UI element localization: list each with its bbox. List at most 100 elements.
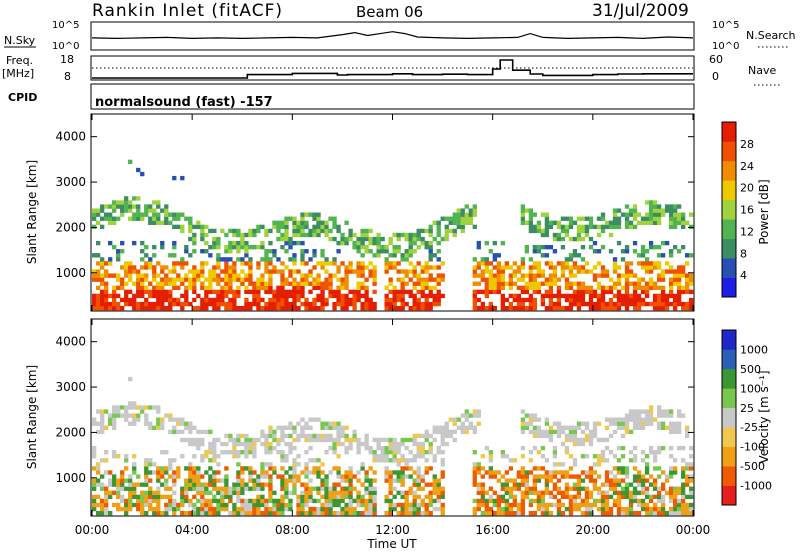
power-cell [436,257,441,262]
velocity-cell [356,441,361,447]
power-cell [440,216,445,221]
power-cell [656,305,662,311]
power-cell [336,289,341,295]
power-cell [436,232,441,238]
velocity-cell [304,490,309,495]
power-cell [160,269,165,274]
velocity-cell [416,506,421,512]
velocity-cell [536,490,542,495]
power-cell [592,289,598,295]
velocity-cell [668,474,674,479]
velocity-cell [600,510,606,516]
velocity-cell [492,470,497,475]
velocity-cell [288,502,293,508]
power-cell [184,289,189,295]
power-cell [532,297,538,303]
power-cell [216,236,221,242]
velocity-cell [352,474,357,479]
power-cell [280,289,285,295]
velocity-cell [128,478,133,483]
velocity-cell [608,450,614,455]
power-cell [284,301,289,307]
power-cell [588,224,594,230]
power-cell [644,301,650,307]
velocity-cell [540,429,546,435]
velocity-cell [416,510,421,516]
velocity-cell [504,490,509,495]
velocity-cell [264,441,269,447]
power-cell [392,293,397,299]
colorbar-swatch [722,407,736,428]
nave-tick-top: 60 [709,53,723,66]
velocity-cell [364,437,369,443]
power-cell [188,224,193,230]
power-cell [188,301,193,307]
velocity-cell [192,494,197,500]
power-cell [520,261,526,266]
velocity-cell [368,482,373,487]
power-cell [408,261,413,266]
velocity-cell [680,482,686,487]
power-cell [112,305,117,311]
power-cell [168,293,173,299]
power-cell [152,273,157,278]
power-cell [688,305,694,311]
velocity-cell [320,421,325,426]
power-cell [188,269,193,274]
power-cell [564,281,570,286]
ytick-label: 2000 [55,425,86,439]
velocity-cell [628,498,634,504]
power-cell [428,240,433,246]
power-cell [268,240,273,246]
velocity-cell [328,506,333,512]
velocity-cell [236,486,241,491]
velocity-cell [344,425,349,430]
velocity-cell [660,498,666,504]
power-cell [548,281,554,286]
velocity-cell [352,506,357,512]
velocity-cell [580,429,586,435]
velocity-cell [676,425,682,430]
power-cell [576,265,582,270]
velocity-cell [184,494,189,500]
power-cell [452,220,457,225]
velocity-cell [260,470,265,475]
power-cell [368,273,373,278]
velocity-cell [688,490,694,495]
velocity-cell [460,421,465,426]
power-cell [232,301,237,307]
velocity-cell [144,474,149,479]
velocity-cell [204,486,209,491]
power-cell [548,265,554,270]
velocity-cell [652,486,658,491]
power-cell [676,293,682,299]
power-cell [120,204,125,209]
power-cell [100,224,105,230]
velocity-cell [228,510,233,516]
velocity-cell [340,486,345,491]
power-cell [288,240,293,246]
noise-series-line [91,31,694,40]
power-cell [524,220,530,225]
velocity-cell [108,482,113,487]
velocity-cell [116,502,121,508]
power-cell [368,269,373,274]
power-cell [404,249,409,254]
velocity-cell [536,466,542,471]
velocity-cell [488,454,493,459]
velocity-cell [592,470,598,475]
power-cell [384,269,389,274]
velocity-cell [572,506,578,512]
velocity-cell [144,417,149,422]
velocity-cell [560,494,566,500]
power-cell [384,301,389,307]
power-cell [508,277,513,282]
power-cell [500,301,505,307]
power-cell [152,220,157,225]
power-cell [340,240,345,246]
velocity-cell [320,437,325,443]
velocity-cell [168,486,173,491]
power-cell [200,236,205,242]
velocity-cell [444,421,449,426]
power-cell [428,277,433,282]
